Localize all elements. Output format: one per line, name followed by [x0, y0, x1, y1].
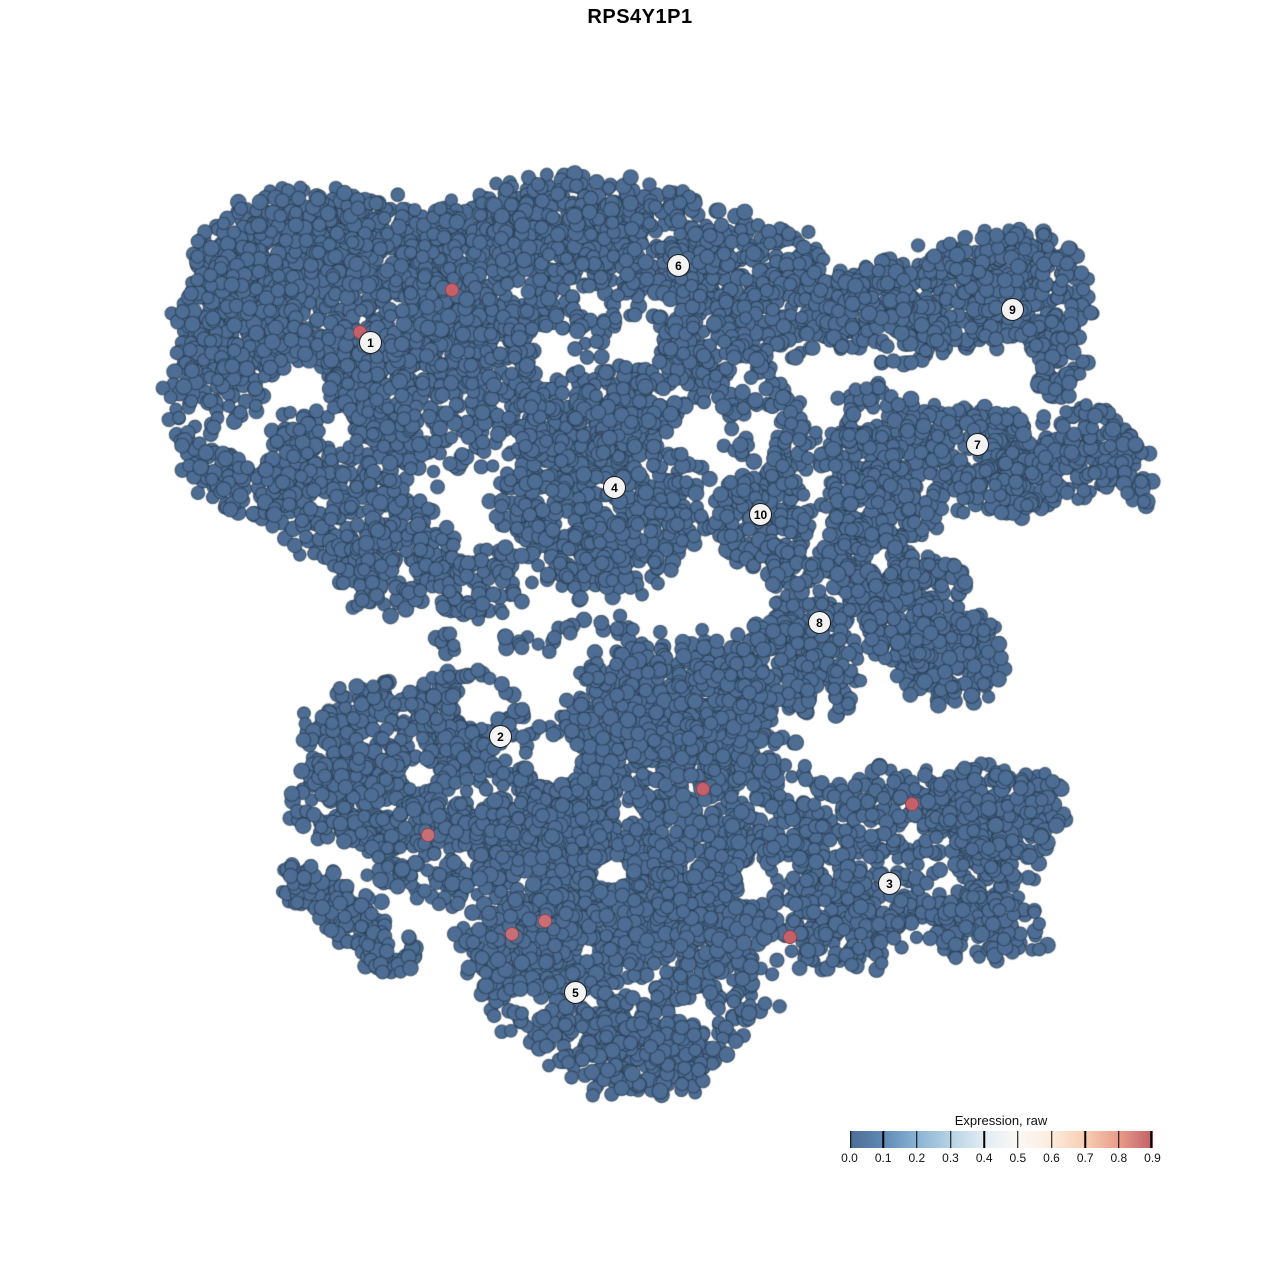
legend-title: Expression, raw	[954, 1113, 1048, 1128]
cluster-label-3: 3	[878, 872, 901, 895]
cluster-label-7: 7	[966, 433, 989, 456]
legend-tick	[916, 1131, 918, 1148]
legend-tick	[1118, 1131, 1120, 1148]
expression-dot	[696, 782, 710, 796]
cluster-label-9: 9	[1001, 298, 1024, 321]
cluster-label-2: 2	[489, 725, 512, 748]
expression-dot	[905, 797, 919, 811]
legend-tick-label: 0.2	[908, 1151, 926, 1165]
legend-tick-label: 0.0	[841, 1151, 858, 1165]
cluster-label-6: 6	[667, 254, 690, 277]
legend-tick-label: 0.4	[975, 1151, 993, 1165]
legend-tick-label: 0.8	[1110, 1151, 1128, 1165]
expression-dot	[445, 283, 459, 297]
legend-tick-label: 0.7	[1076, 1151, 1094, 1165]
cluster-label-4: 4	[603, 476, 626, 499]
expression-dot	[505, 927, 519, 941]
cluster-label-8: 8	[808, 611, 831, 634]
legend-tick	[1017, 1131, 1019, 1148]
legend-tick-label: 0.6	[1043, 1151, 1060, 1165]
legend-tick-label: 0.3	[942, 1151, 959, 1165]
cluster-label-5: 5	[564, 981, 587, 1004]
legend-tick	[849, 1131, 852, 1148]
legend-tick-label: 0.9	[1144, 1151, 1161, 1165]
legend-tick	[1084, 1131, 1086, 1148]
expression-dot	[421, 828, 435, 842]
legend-tick	[949, 1131, 952, 1148]
legend-tick	[1150, 1131, 1153, 1148]
legend-tick-label: 0.5	[1009, 1151, 1027, 1165]
cluster-label-10: 10	[749, 503, 772, 526]
legend-tick	[983, 1131, 985, 1148]
legend-tick	[882, 1131, 884, 1148]
expression-dot	[783, 930, 797, 944]
legend-tick-label: 0.1	[874, 1151, 892, 1165]
cluster-label-1: 1	[359, 331, 382, 354]
legend-colorbar	[849, 1131, 1153, 1148]
legend-tick	[1050, 1131, 1053, 1148]
legend-tick-labels: 0.0 0.1 0.2 0.3 0.4 0.5 0.6 0.7 0.8 0.9	[841, 1151, 1161, 1165]
expression-legend: Expression, raw 0.0 0.1 0.2 0.3 0.4 0.5 0.6 0.7…	[841, 1113, 1161, 1165]
expression-dot	[538, 914, 552, 928]
